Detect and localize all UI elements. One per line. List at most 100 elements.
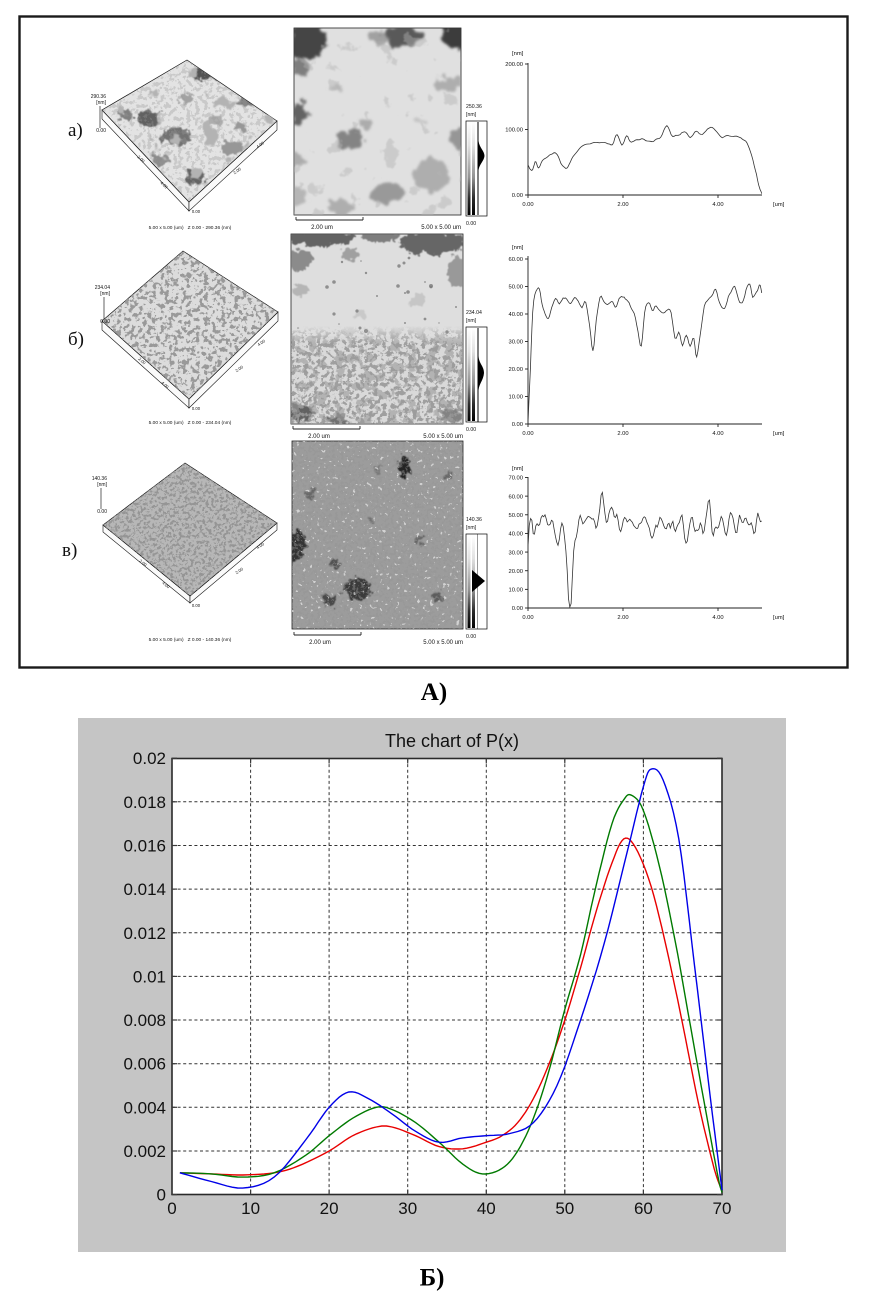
svg-text:40.00: 40.00 [508,312,523,318]
svg-text:2.00: 2.00 [617,431,628,437]
svg-text:0.008: 0.008 [123,1011,166,1030]
svg-text:0.01: 0.01 [133,967,166,986]
svg-text:[nm]: [nm] [512,466,524,472]
svg-text:0.018: 0.018 [123,793,166,812]
svg-text:4.00: 4.00 [712,615,723,621]
svg-text:40.00: 40.00 [508,532,523,538]
svg-text:70.00: 70.00 [508,476,523,482]
svg-text:50: 50 [555,1199,574,1218]
svg-text:2.00: 2.00 [617,202,628,208]
svg-text:4.00: 4.00 [256,338,266,347]
svg-text:0.00: 0.00 [100,319,110,325]
svg-text:0.016: 0.016 [123,837,166,856]
svg-text:60.00: 60.00 [508,257,523,263]
svg-text:0.00: 0.00 [192,209,201,214]
svg-text:0.00: 0.00 [466,634,476,640]
svg-text:а): а) [68,120,83,141]
svg-text:0.00: 0.00 [97,509,107,515]
svg-text:[nm]: [nm] [512,51,524,57]
svg-text:4.00: 4.00 [712,202,723,208]
svg-text:0.00: 0.00 [96,128,106,134]
svg-text:0.00: 0.00 [466,221,476,227]
svg-text:0.00: 0.00 [466,427,476,433]
svg-text:0.012: 0.012 [123,924,166,943]
svg-text:2.00: 2.00 [138,558,148,568]
svg-text:10.00: 10.00 [508,395,523,401]
svg-text:5.00 x 5.00 (um) Z 0.00 - 29: 5.00 x 5.00 (um) Z 0.00 - 290.36 (nm) [149,225,232,231]
svg-text:Б): Б) [420,1265,445,1292]
svg-text:20.00: 20.00 [508,367,523,373]
svg-text:0.02: 0.02 [133,749,166,768]
svg-text:250.36: 250.36 [466,104,482,110]
svg-text:60.00: 60.00 [508,494,523,500]
svg-text:[nm]: [nm] [466,112,477,118]
svg-text:2.00: 2.00 [617,615,628,621]
svg-text:0.00: 0.00 [512,606,523,612]
svg-text:[nm]: [nm] [466,318,477,324]
svg-text:50.00: 50.00 [508,285,523,291]
svg-text:2.00: 2.00 [234,364,244,373]
svg-text:в): в) [62,540,77,561]
svg-text:4.00: 4.00 [712,431,723,437]
svg-text:4.00: 4.00 [255,140,265,149]
svg-text:2.00: 2.00 [234,566,244,575]
svg-text:20: 20 [320,1199,339,1218]
svg-text:4.00: 4.00 [255,541,265,550]
svg-text:4.00: 4.00 [160,380,170,390]
svg-text:[um]: [um] [773,431,785,437]
svg-text:2.00: 2.00 [232,166,242,175]
svg-text:234.04: 234.04 [95,285,111,291]
svg-text:[um]: [um] [773,202,785,208]
svg-text:0.00: 0.00 [522,431,533,437]
svg-text:140.36: 140.36 [92,476,108,482]
svg-text:0.002: 0.002 [123,1142,166,1161]
svg-text:5.00 x 5.00 um: 5.00 x 5.00 um [421,225,461,231]
svg-text:0.006: 0.006 [123,1055,166,1074]
svg-text:2.00: 2.00 [136,154,146,164]
svg-text:0.00: 0.00 [512,422,523,428]
svg-text:140.36: 140.36 [466,517,482,523]
svg-text:5.00 x 5.00 um: 5.00 x 5.00 um [423,434,463,440]
svg-text:2.00 um: 2.00 um [311,225,333,231]
svg-text:2.00 um: 2.00 um [309,640,331,646]
svg-text:[nm]: [nm] [512,245,524,251]
svg-text:100.00: 100.00 [505,128,523,134]
svg-text:20.00: 20.00 [508,569,523,575]
svg-text:5.00 x 5.00 (um) Z 0.00 - 23: 5.00 x 5.00 (um) Z 0.00 - 234.04 (nm) [149,420,232,426]
svg-text:70: 70 [713,1199,732,1218]
svg-text:50.00: 50.00 [508,513,523,519]
svg-text:[nm]: [nm] [97,482,107,488]
svg-text:60: 60 [634,1199,653,1218]
svg-text:200.00: 200.00 [505,62,523,68]
svg-text:30.00: 30.00 [508,550,523,556]
svg-text:[nm]: [nm] [466,525,477,531]
svg-text:0.00: 0.00 [192,603,201,608]
svg-text:А): А) [421,679,447,706]
svg-text:б): б) [68,329,84,350]
svg-text:0.00: 0.00 [522,615,533,621]
svg-text:5.00 x 5.00 um: 5.00 x 5.00 um [423,640,463,646]
svg-text:0: 0 [157,1186,166,1205]
svg-text:0.00: 0.00 [192,406,201,411]
svg-text:[nm]: [nm] [96,100,106,106]
svg-text:0: 0 [167,1199,176,1218]
svg-text:30.00: 30.00 [508,340,523,346]
svg-text:[um]: [um] [773,615,785,621]
svg-text:The chart of P(x): The chart of P(x) [385,731,519,751]
svg-text:4.00: 4.00 [161,580,171,590]
svg-text:2.00: 2.00 [137,356,147,366]
svg-text:290.36: 290.36 [91,94,107,100]
svg-text:0.00: 0.00 [512,193,523,199]
svg-text:40: 40 [477,1199,496,1218]
svg-text:30: 30 [398,1199,417,1218]
svg-text:10.00: 10.00 [508,588,523,594]
svg-text:10: 10 [241,1199,260,1218]
svg-text:0.004: 0.004 [123,1098,166,1117]
svg-text:5.00 x 5.00 (um) Z 0.00 - 14: 5.00 x 5.00 (um) Z 0.00 - 140.36 (nm) [149,637,232,643]
svg-text:0.014: 0.014 [123,880,166,899]
svg-text:[nm]: [nm] [100,291,110,297]
svg-text:234.04: 234.04 [466,310,482,316]
svg-text:2.00 um: 2.00 um [308,434,330,440]
svg-text:4.00: 4.00 [159,180,169,190]
svg-text:0.00: 0.00 [522,202,533,208]
